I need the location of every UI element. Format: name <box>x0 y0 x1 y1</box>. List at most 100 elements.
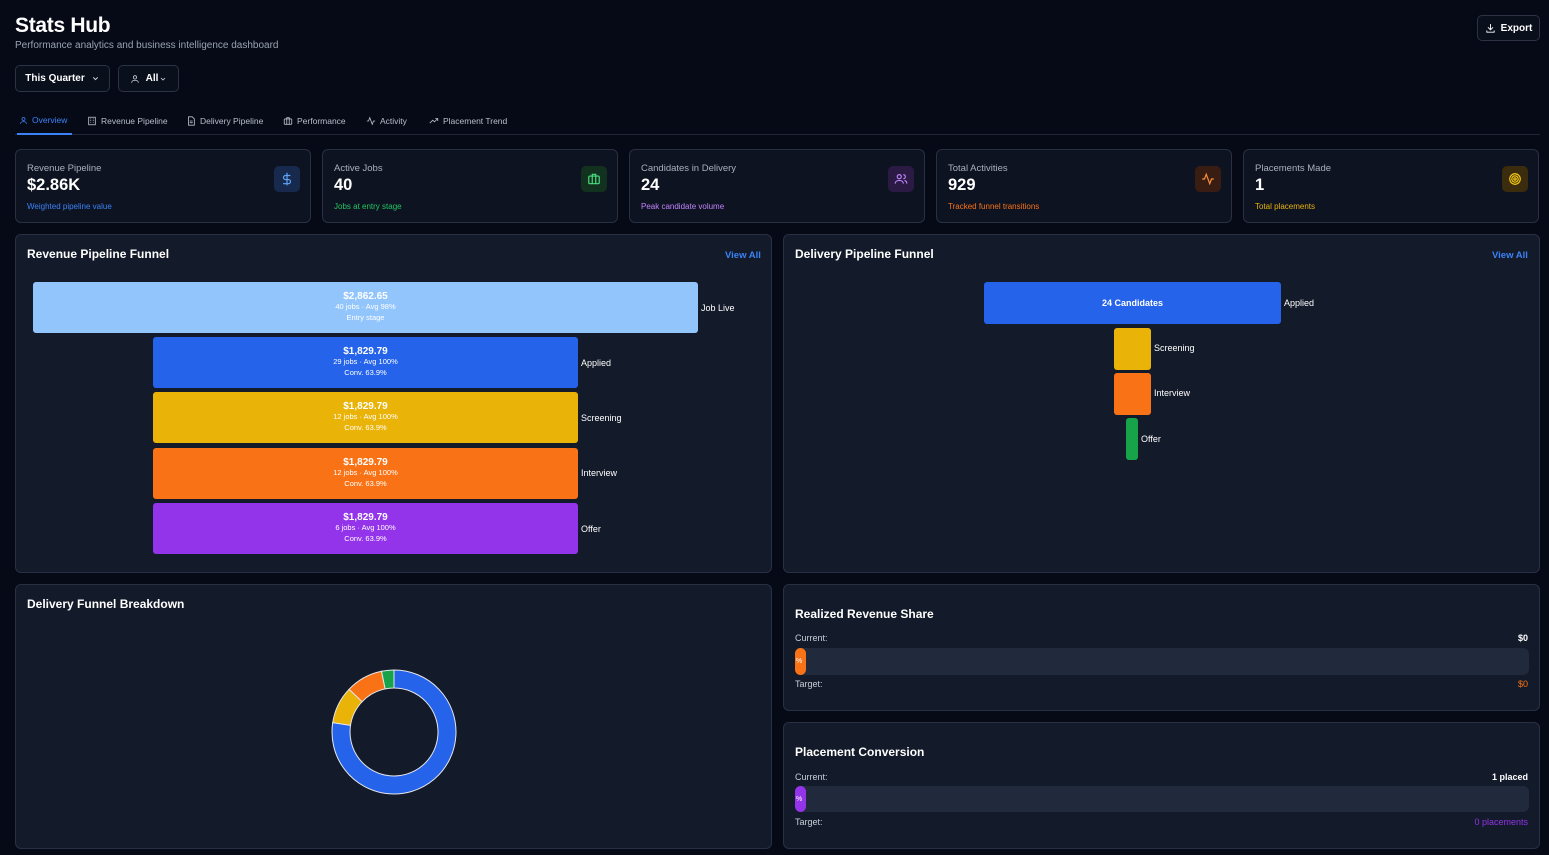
stage-amount: $2,862.65 <box>343 290 388 302</box>
donut-slice-applied[interactable] <box>331 669 457 795</box>
delivery-stage-applied[interactable]: 24 Candidates <box>984 282 1281 324</box>
target-icon <box>1502 166 1528 192</box>
stage-label: Applied <box>581 358 612 368</box>
stage-note: Conv. 63.9% <box>344 533 387 543</box>
stat-subtext: Weighted pipeline value <box>27 202 112 211</box>
stage-label: Interview <box>581 468 618 478</box>
stat-value: $2.86K <box>27 176 81 194</box>
tab-performance[interactable]: Performance <box>283 107 346 135</box>
stat-value: 24 <box>641 176 660 194</box>
tab-label: Activity <box>380 116 407 126</box>
stat-value: 1 <box>1255 176 1265 194</box>
revenue-funnel-panel: Revenue Pipeline Funnel View All $2,862.… <box>15 234 772 573</box>
stage-count: 24 Candidates <box>1101 297 1164 308</box>
stat-card-placements: Placements Made 1 Total placements <box>1243 149 1539 223</box>
placement-conversion-panel: Placement Conversion Current: 1 placed %… <box>783 722 1540 849</box>
view-all-link[interactable]: View All <box>725 250 761 261</box>
stat-label: Active Jobs <box>334 163 383 174</box>
owner-filter-value: All <box>145 73 159 84</box>
delivery-stage-interview[interactable] <box>1114 373 1151 415</box>
revenue-share-panel: Realized Revenue Share Current: $0 % Tar… <box>783 584 1540 711</box>
activity-icon <box>366 116 376 126</box>
funnel-stage-offer[interactable]: $1,829.79 6 jobs · Avg 100% Conv. 63.9% <box>153 503 578 554</box>
stage-amount: $1,829.79 <box>343 345 388 357</box>
document-icon <box>188 116 195 126</box>
stage-label: Job Live <box>701 303 735 313</box>
chevron-down-icon <box>161 77 166 81</box>
panel-title: Revenue Pipeline Funnel <box>27 247 170 261</box>
tab-label: Delivery Pipeline <box>200 116 264 126</box>
stat-label: Candidates in Delivery <box>641 163 737 174</box>
stat-card-active-jobs: Active Jobs 40 Jobs at entry stage <box>322 149 618 223</box>
stat-subtext: Tracked funnel transitions <box>948 202 1040 211</box>
stage-label: Interview <box>1154 388 1191 398</box>
delivery-breakdown-donut-chart <box>331 669 457 795</box>
current-value: 1 placed <box>1491 772 1528 782</box>
view-all-link[interactable]: View All <box>1492 250 1528 261</box>
progress-fill: % <box>795 648 806 675</box>
target-value: 0 placements <box>1474 817 1528 827</box>
funnel-stage-interview[interactable]: $1,829.79 12 jobs · Avg 100% Conv. 63.9% <box>153 448 578 499</box>
tab-overview[interactable]: Overview <box>17 107 72 135</box>
stage-detail: 12 jobs · Avg 100% <box>333 468 398 478</box>
period-filter[interactable]: This Quarter <box>15 65 110 92</box>
panel-title: Placement Conversion <box>795 745 925 759</box>
page-title: Stats Hub <box>15 14 111 37</box>
stat-card-candidates: Candidates in Delivery 24 Peak candidate… <box>629 149 925 223</box>
funnel-stage-job-live[interactable]: $2,862.65 40 jobs · Avg 98% Entry stage <box>33 282 698 333</box>
delivery-funnel-panel: Delivery Pipeline Funnel View All 24 Can… <box>783 234 1540 573</box>
briefcase-icon <box>283 117 293 125</box>
stage-note: Conv. 63.9% <box>344 478 387 488</box>
stage-amount: $1,829.79 <box>343 400 388 412</box>
stage-amount: $1,829.79 <box>343 456 388 468</box>
funnel-stage-applied[interactable]: $1,829.79 29 jobs · Avg 100% Conv. 63.9% <box>153 337 578 388</box>
stat-card-total-activities: Total Activities 929 Tracked funnel tran… <box>936 149 1232 223</box>
revenue-share-progress-bar: % <box>795 648 1529 675</box>
dollar-icon <box>274 166 300 192</box>
user-icon <box>130 74 139 83</box>
export-button[interactable]: Export <box>1477 15 1540 41</box>
stage-note: Conv. 63.9% <box>344 367 387 377</box>
stage-detail: 29 jobs · Avg 100% <box>333 357 398 367</box>
stat-value: 40 <box>334 176 353 194</box>
stat-subtext: Total placements <box>1255 202 1316 211</box>
tab-label: Performance <box>297 116 346 126</box>
stat-label: Revenue Pipeline <box>27 163 102 174</box>
delivery-stage-offer[interactable] <box>1126 418 1138 460</box>
funnel-stage-screening[interactable]: $1,829.79 12 jobs · Avg 100% Conv. 63.9% <box>153 392 578 443</box>
target-label: Target: <box>795 679 823 689</box>
stat-subtext: Peak candidate volume <box>641 202 725 211</box>
stage-label: Screening <box>581 413 622 423</box>
current-label: Current: <box>795 772 828 782</box>
stage-detail: 6 jobs · Avg 100% <box>335 523 396 533</box>
owner-filter[interactable]: All <box>118 65 179 92</box>
breakdown-panel: Delivery Funnel Breakdown <box>15 584 772 849</box>
download-icon <box>1486 23 1495 33</box>
stat-subtext: Jobs at entry stage <box>334 202 402 211</box>
tab-label: Overview <box>32 115 68 125</box>
stat-label: Placements Made <box>1255 163 1332 174</box>
tab-delivery-pipeline[interactable]: Delivery Pipeline <box>186 107 263 135</box>
donut-slice-offer[interactable] <box>380 669 395 690</box>
stat-label: Total Activities <box>948 163 1008 174</box>
building-icon <box>88 116 96 126</box>
stage-label: Offer <box>1141 434 1161 444</box>
stage-note: Conv. 63.9% <box>344 422 387 432</box>
panel-title: Delivery Pipeline Funnel <box>795 247 934 261</box>
stat-value: 929 <box>948 176 976 194</box>
activity-icon <box>1195 166 1221 192</box>
tab-label: Revenue Pipeline <box>101 116 168 126</box>
placement-progress-bar: % <box>795 786 1529 812</box>
stat-card-revenue-pipeline: Revenue Pipeline $2.86K Weighted pipelin… <box>15 149 311 223</box>
tab-activity[interactable]: Activity <box>366 107 407 135</box>
stage-detail: 12 jobs · Avg 100% <box>333 412 398 422</box>
panel-title: Delivery Funnel Breakdown <box>27 597 185 611</box>
stage-amount: $1,829.79 <box>343 511 388 523</box>
tab-placement-trend[interactable]: Placement Trend <box>429 107 507 135</box>
period-filter-value: This Quarter <box>25 73 85 84</box>
tab-revenue-pipeline[interactable]: Revenue Pipeline <box>87 107 168 135</box>
stage-label: Applied <box>1284 298 1315 308</box>
trend-up-icon <box>429 118 439 124</box>
chevron-down-icon <box>92 77 98 81</box>
delivery-stage-screening[interactable] <box>1114 328 1151 370</box>
